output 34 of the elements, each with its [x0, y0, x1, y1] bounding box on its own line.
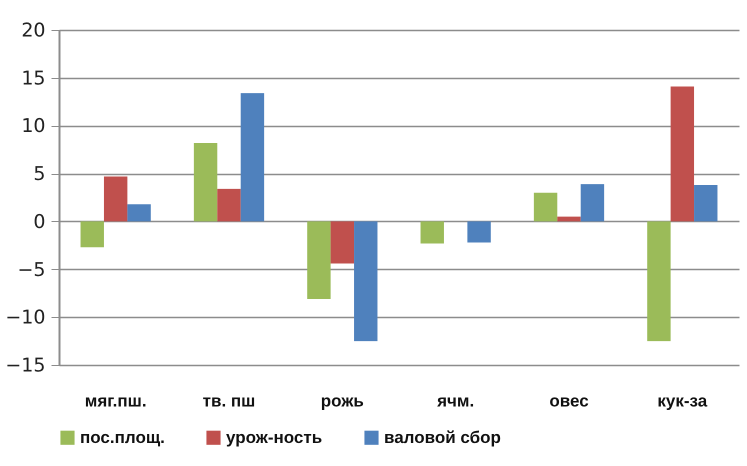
x-tick-label: мяг.пш. [84, 392, 147, 410]
bar [580, 184, 604, 222]
y-tick-label: 20 [21, 20, 46, 42]
y-tick-label: −15 [5, 354, 46, 376]
bar [80, 221, 104, 248]
x-tick-label: кук-за [657, 392, 708, 410]
bar [127, 204, 151, 222]
bar [647, 221, 671, 342]
y-tick-label: −5 [17, 258, 46, 281]
x-tick-label: рожь [320, 392, 364, 410]
y-tick-label: −10 [5, 306, 46, 329]
legend-label: урож-ность [226, 428, 322, 447]
x-tick-label: ячм. [436, 392, 474, 410]
bar [694, 185, 718, 222]
bar [557, 216, 581, 222]
bar [420, 221, 444, 244]
bar [194, 142, 218, 222]
bar [330, 221, 354, 264]
bar [467, 221, 491, 242]
x-tick-label: тв. пш [202, 392, 256, 410]
bar [534, 192, 558, 222]
bar [240, 93, 264, 222]
y-tick-label: 0 [33, 210, 46, 233]
y-tick-label: 10 [21, 115, 46, 138]
y-tick-label: 5 [33, 163, 46, 186]
legend-label: валовой сбор [384, 428, 501, 447]
x-tick-label: овес [549, 392, 589, 410]
y-tick-label: 15 [21, 67, 46, 90]
bar [104, 176, 128, 222]
bar [217, 188, 241, 222]
legend-label: пос.площ. [80, 428, 165, 447]
bar [354, 221, 378, 342]
bar [670, 86, 694, 222]
bar [307, 221, 331, 299]
